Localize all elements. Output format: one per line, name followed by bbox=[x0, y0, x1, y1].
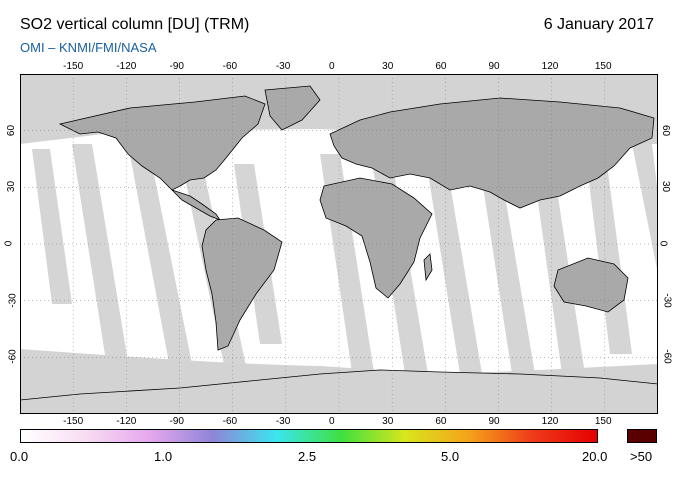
colorbar-label-0: 0.0 bbox=[10, 449, 29, 464]
lon-tick-top: 150 bbox=[594, 61, 612, 72]
lon-tick-bottom: 90 bbox=[488, 416, 500, 427]
lon-tick-top: 120 bbox=[541, 61, 559, 72]
madagascar bbox=[423, 253, 433, 282]
colorbar bbox=[20, 429, 598, 443]
map-source: OMI – KNMI/FMI/NASA bbox=[20, 40, 157, 55]
graticule bbox=[20, 74, 658, 414]
map-title: SO2 vertical column [DU] (TRM) bbox=[20, 16, 250, 33]
lat-tick-left: 0 bbox=[3, 240, 15, 247]
lon-tick-top: -150 bbox=[63, 61, 84, 72]
lon-tick-top: -30 bbox=[275, 61, 291, 72]
lon-tick-bottom: 120 bbox=[541, 416, 559, 427]
greenland bbox=[264, 85, 321, 131]
lon-tick-bottom: -60 bbox=[222, 416, 238, 427]
south-america bbox=[201, 217, 283, 351]
lon-tick-top: 30 bbox=[382, 61, 394, 72]
lat-tick-right: -60 bbox=[661, 349, 673, 365]
colorbar-label-3: 5.0 bbox=[441, 449, 460, 464]
lon-tick-top: -90 bbox=[169, 61, 184, 72]
lon-tick-bottom: -150 bbox=[63, 416, 84, 427]
colorbar-label-1: 1.0 bbox=[154, 449, 173, 464]
lat-tick-right: 30 bbox=[660, 181, 672, 193]
colorbar-overflow-box bbox=[627, 429, 657, 443]
lon-tick-bottom: 0 bbox=[329, 416, 335, 427]
lat-tick-left: -30 bbox=[7, 292, 19, 308]
lon-tick-bottom: 150 bbox=[594, 416, 612, 427]
so2-map-svg bbox=[19, 74, 659, 415]
colorbar-label-5: >50 bbox=[630, 449, 653, 464]
map-frame bbox=[20, 74, 658, 414]
map-date: 6 January 2017 bbox=[543, 16, 654, 33]
lat-tick-left: -60 bbox=[7, 349, 19, 365]
lon-tick-top: -60 bbox=[222, 61, 238, 72]
world-map bbox=[19, 74, 659, 415]
africa bbox=[319, 177, 433, 299]
lat-tick-left: 60 bbox=[6, 124, 18, 136]
lat-tick-left: 30 bbox=[6, 181, 18, 193]
lon-tick-bottom: -90 bbox=[169, 416, 184, 427]
eurasia bbox=[329, 97, 655, 209]
lon-tick-bottom: -120 bbox=[116, 416, 137, 427]
lat-tick-right: -30 bbox=[661, 292, 673, 308]
lat-tick-right: 60 bbox=[660, 124, 672, 136]
australia bbox=[553, 257, 629, 313]
lon-tick-bottom: -30 bbox=[275, 416, 291, 427]
lon-tick-top: 90 bbox=[488, 61, 500, 72]
colorbar-label-2: 2.5 bbox=[298, 449, 317, 464]
lon-tick-top: -120 bbox=[116, 61, 137, 72]
lon-tick-top: 0 bbox=[329, 61, 335, 72]
lon-tick-bottom: 30 bbox=[382, 416, 394, 427]
north-america bbox=[58, 95, 266, 191]
lon-tick-bottom: 60 bbox=[435, 416, 447, 427]
lat-tick-right: 0 bbox=[657, 240, 669, 247]
lon-tick-top: 60 bbox=[435, 61, 447, 72]
colorbar-label-4: 20.0 bbox=[582, 449, 608, 464]
